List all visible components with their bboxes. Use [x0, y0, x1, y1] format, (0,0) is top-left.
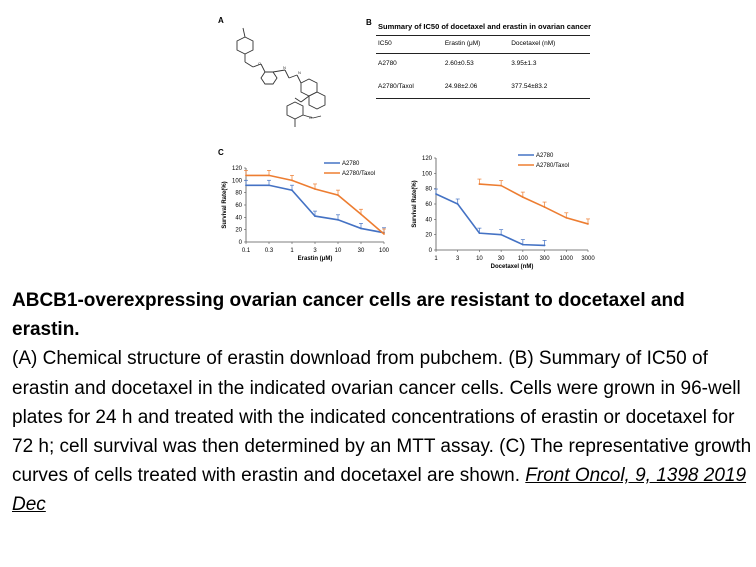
- data-point: [337, 194, 339, 197]
- series-line: [435, 193, 545, 247]
- y-tick-label: 60: [425, 202, 432, 208]
- y-tick-label: 80: [425, 187, 432, 193]
- ic50-table: IC50 Erastin (μM) Docetaxel (nM) A2780 2…: [376, 35, 590, 99]
- y-tick-label: 40: [425, 217, 432, 223]
- y-tick-label: 100: [422, 171, 433, 177]
- svg-text:N: N: [283, 65, 286, 70]
- table-cell: 3.95±1.3: [511, 60, 537, 67]
- panel-label-a: A: [218, 16, 224, 25]
- table-row: A2780 2.60±0.53 3.95±1.3: [376, 54, 590, 78]
- x-tick-label: 100: [379, 248, 390, 254]
- data-point: [337, 218, 339, 221]
- table-header-cell: IC50: [376, 35, 443, 54]
- svg-text:O: O: [309, 115, 312, 120]
- x-tick-label: 1000: [560, 256, 574, 262]
- table-title: Summary of IC50 of docetaxel and erastin…: [378, 22, 591, 31]
- data-point: [456, 203, 459, 205]
- table-row: A2780/Taxol 24.98±2.06 377.54±83.2: [376, 77, 590, 99]
- panel-label-c: C: [218, 148, 224, 157]
- y-tick-label: 120: [422, 156, 433, 162]
- x-tick-label: 100: [518, 256, 529, 262]
- legend-label: A2780: [342, 161, 360, 167]
- y-tick-label: 60: [235, 203, 242, 209]
- table-header-row: IC50 Erastin (μM) Docetaxel (nM): [376, 35, 590, 54]
- svg-text:N: N: [298, 70, 301, 75]
- y-tick-label: 100: [232, 178, 243, 184]
- x-tick-label: 30: [498, 256, 505, 262]
- data-point: [314, 215, 316, 217]
- table-cell: A2780/Taxol: [376, 77, 443, 99]
- x-tick-label: 300: [540, 256, 551, 262]
- caption-body: (A) Chemical structure of erastin downlo…: [12, 348, 752, 487]
- x-tick-label: 0.3: [265, 248, 274, 254]
- table-cell: 377.54±83.2: [509, 77, 590, 99]
- x-tick-label: 10: [335, 248, 342, 254]
- data-point: [478, 183, 481, 185]
- data-point: [521, 243, 524, 246]
- data-point: [587, 223, 589, 225]
- x-axis-label: Docetaxel (nM): [491, 264, 534, 270]
- data-point: [565, 216, 568, 219]
- data-point: [360, 227, 362, 230]
- x-tick-label: 1: [290, 248, 294, 254]
- x-tick-label: 30: [358, 248, 365, 254]
- data-point: [268, 174, 270, 177]
- y-tick-label: 40: [235, 215, 242, 221]
- svg-text:O: O: [258, 61, 261, 66]
- table-cell: 24.98±2.06: [442, 77, 510, 99]
- x-tick-label: 3000: [581, 256, 595, 262]
- legend-label: A2780/Taxol: [536, 163, 569, 169]
- data-point: [360, 213, 362, 216]
- y-tick-label: 120: [232, 166, 243, 172]
- x-axis-label: Erastin (μM): [298, 256, 333, 262]
- data-point: [478, 232, 481, 235]
- figure-caption: ABCB1-overexpressing ovarian cancer cell…: [12, 286, 752, 520]
- data-point: [543, 244, 546, 247]
- series-line: [246, 184, 385, 234]
- table-cell: A2780: [378, 60, 397, 67]
- data-point: [245, 184, 247, 187]
- x-tick-label: 0.1: [242, 248, 251, 254]
- x-tick-label: 1: [434, 256, 438, 262]
- figure: A B C O N N O: [218, 16, 596, 270]
- docetaxel-survival-chart: 0 20 40 60 80 100 120 1 3 10 30 100 300 1000 3000 Docet…: [412, 153, 595, 270]
- data-point: [314, 188, 316, 190]
- ic50-table-panel: Summary of IC50 of docetaxel and erastin…: [376, 22, 596, 99]
- erastin-structure-image: O N N O: [236, 27, 326, 127]
- y-tick-label: 80: [235, 191, 242, 197]
- citation-link[interactable]: Front Oncol, 9, 1398 2019 Dec: [12, 465, 747, 516]
- data-point: [383, 233, 385, 235]
- legend-label: A2780/Taxol: [342, 171, 375, 177]
- erastin-survival-chart: 0 20 40 60 80 100 120 0.1 0.3 1 3 10 30 100 Erastin (μ…: [222, 161, 390, 262]
- data-point: [500, 233, 503, 236]
- y-axis-label: Survival Rate(%): [412, 180, 418, 227]
- table-header-cell: Erastin (μM): [442, 35, 510, 54]
- y-tick-label: 0: [429, 248, 433, 254]
- y-tick-label: 20: [235, 228, 242, 234]
- x-tick-label: 10: [476, 256, 483, 262]
- data-point: [435, 193, 437, 195]
- data-point: [521, 196, 524, 198]
- x-tick-label: 3: [456, 256, 460, 262]
- y-axis-label: Survival Rate(%): [222, 181, 228, 228]
- data-point: [500, 184, 503, 187]
- caption-title: ABCB1-overexpressing ovarian cancer cell…: [12, 290, 685, 341]
- y-tick-label: 0: [239, 240, 243, 246]
- table-cell: 2.60±0.53: [444, 60, 474, 67]
- data-point: [268, 184, 270, 187]
- table-header-cell: Docetaxel (nM): [509, 35, 590, 54]
- y-tick-label: 20: [425, 233, 432, 239]
- series-line: [479, 183, 589, 225]
- data-point: [291, 179, 293, 182]
- legend-label: A2780: [536, 153, 554, 159]
- panel-label-b: B: [366, 18, 372, 27]
- x-tick-label: 3: [313, 248, 317, 254]
- data-point: [291, 189, 293, 192]
- data-point: [543, 206, 546, 208]
- data-point: [245, 174, 247, 177]
